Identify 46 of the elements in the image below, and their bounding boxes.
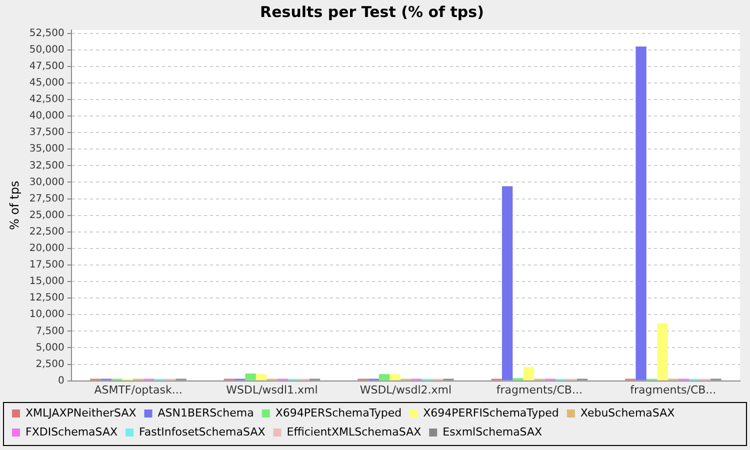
y-tick-label: 2,500: [36, 358, 64, 370]
legend-label: XMLJAXPNeitherSAX: [26, 406, 137, 420]
y-tick-label: 25,000: [29, 210, 64, 221]
y-tick-label: 35,000: [29, 144, 64, 155]
y-tick-label: 32,500: [29, 160, 64, 172]
bar: [657, 323, 668, 380]
bar: [390, 374, 400, 380]
chart-title: Results per Test (% of tps): [260, 2, 484, 21]
x-tick-label: WSDL/wsdl1.xml: [226, 383, 318, 396]
y-tick-label: 30,000: [29, 176, 64, 188]
y-tick-label: 52,500: [29, 28, 64, 39]
y-tick-label: 40,000: [29, 110, 64, 122]
y-tick-label: 47,500: [29, 61, 64, 72]
legend-label: X694PERFISchemaTyped: [423, 406, 559, 420]
y-axis-title: % of tps: [7, 180, 22, 230]
y-tick-label: 12,500: [29, 292, 64, 304]
bar: [523, 366, 534, 380]
bar: [256, 374, 267, 380]
y-tick-label: 42,500: [29, 94, 64, 106]
legend-label: EsxmlSchemaSAX: [442, 425, 543, 438]
y-tick-label: 45,000: [29, 78, 64, 89]
bar: [636, 46, 646, 380]
y-tick-label: 37,500: [29, 127, 64, 138]
y-tick-label: 15,000: [29, 276, 64, 288]
legend-label: EfficientXMLSchemaSAX: [286, 425, 422, 438]
y-tick-label: 20,000: [29, 243, 64, 254]
bar: [502, 186, 513, 380]
x-tick-label: ASMTF/optask...: [94, 383, 182, 396]
y-tick-label: 0: [58, 375, 64, 386]
x-tick-label: fragments/CB...: [496, 383, 582, 396]
x-tick-label: WSDL/wsdl2.xml: [360, 383, 452, 396]
x-tick-label: fragments/CB...: [630, 383, 716, 396]
y-tick-label: 50,000: [29, 44, 64, 56]
y-tick-label: 5,000: [36, 342, 64, 354]
y-tick-label: 22,500: [29, 226, 64, 238]
y-tick-label: 27,500: [29, 193, 64, 204]
legend-label: X694PERSchemaTyped: [275, 406, 402, 420]
bar: [378, 374, 390, 380]
legend-label: XebuSchemaSAX: [580, 406, 676, 420]
legend-label: ASN1BERSchema: [158, 406, 254, 420]
y-tick-label: 17,500: [29, 260, 64, 271]
y-tick-label: 10,000: [29, 309, 64, 320]
y-tick-label: 7,500: [36, 326, 64, 337]
bar: [245, 374, 256, 380]
legend-label: FastInfosetSchemaSAX: [139, 425, 266, 438]
legend-label: FXDISchemaSAX: [26, 425, 118, 438]
